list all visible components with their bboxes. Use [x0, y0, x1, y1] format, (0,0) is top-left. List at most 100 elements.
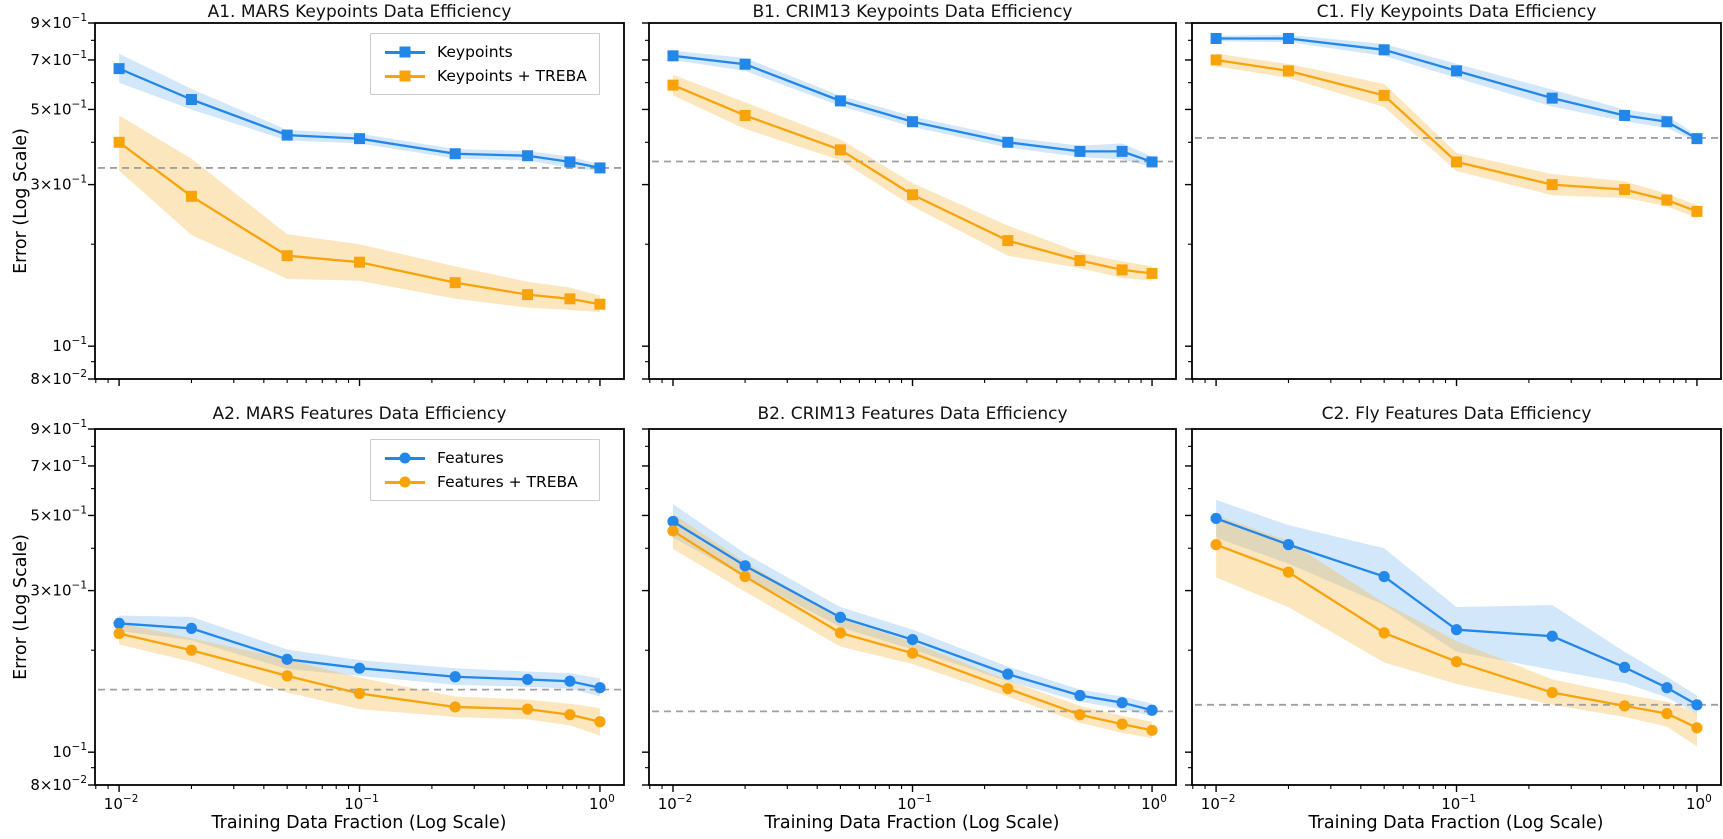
svg-text:9×10−1: 9×10−1 — [30, 12, 87, 32]
marker-square — [907, 116, 919, 128]
y-axis-label-row2: Error (Log Scale) — [11, 534, 31, 680]
marker-square — [594, 298, 606, 310]
marker-circle — [281, 653, 293, 665]
marker-square — [739, 109, 751, 121]
legend-keypoints: Keypoints Keypoints + TREBA — [370, 33, 600, 95]
marker-circle — [1074, 689, 1086, 702]
features-treba-line-marker-icon — [385, 475, 425, 489]
svg-text:10−2: 10−2 — [104, 793, 139, 813]
marker-circle — [185, 622, 198, 634]
axes: 10−2 10−1 100 — [1185, 428, 1722, 813]
marker-square — [834, 144, 846, 156]
legend-label: Keypoints + TREBA — [437, 67, 587, 85]
marker-circle — [281, 670, 293, 682]
chart-title-a2: A2. MARS Features Data Efficiency — [212, 404, 507, 424]
marker-circle — [1691, 722, 1703, 734]
marker-square — [449, 148, 461, 160]
series-features — [667, 515, 1158, 716]
svg-text:100: 100 — [1686, 793, 1712, 813]
marker-circle — [1618, 661, 1631, 673]
marker-square — [1691, 133, 1703, 145]
marker-circle — [1618, 700, 1631, 712]
marker-circle — [1450, 656, 1463, 668]
y-axis-label-row1: Error (Log Scale) — [11, 128, 31, 274]
keypoints-treba-line-marker-icon — [385, 69, 425, 83]
marker-square — [1661, 116, 1673, 128]
marker-square — [1116, 264, 1128, 276]
marker-square — [1378, 44, 1390, 56]
marker-circle — [1546, 630, 1558, 642]
chart-title-c2: C2. Fly Features Data Efficiency — [1321, 404, 1592, 424]
series-keypoints-treba — [667, 79, 1158, 279]
marker-circle — [1146, 704, 1158, 716]
marker-circle — [834, 611, 847, 624]
marker-square — [1619, 109, 1631, 121]
marker-circle — [1210, 512, 1222, 525]
marker-circle — [667, 515, 679, 528]
marker-circle — [1661, 707, 1673, 720]
marker-square — [1619, 184, 1631, 196]
marker-square — [1210, 54, 1222, 66]
series-features-treba — [113, 627, 606, 728]
chart-title-b2: B2. CRIM13 Features Data Efficiency — [757, 404, 1068, 424]
marker-square — [281, 250, 293, 262]
bands — [1216, 499, 1697, 747]
series-keypoints — [667, 50, 1158, 168]
series-line — [1215, 58, 1698, 213]
marker-square — [1378, 89, 1390, 101]
band-1 — [1216, 53, 1697, 219]
series-line — [672, 529, 1153, 732]
marker-circle — [521, 703, 534, 715]
marker-circle — [449, 671, 461, 683]
marker-square — [739, 58, 751, 70]
marker-square — [113, 63, 125, 75]
marker-square — [1282, 65, 1294, 77]
band-0 — [672, 504, 1153, 716]
marker-square — [907, 189, 919, 201]
svg-text:7×10−1: 7×10−1 — [30, 49, 87, 69]
svg-text:5×10−1: 5×10−1 — [30, 98, 87, 118]
legend-label: Features — [437, 449, 504, 467]
marker-circle — [113, 627, 125, 640]
band-1 — [672, 513, 1153, 739]
marker-circle — [1282, 566, 1295, 578]
marker-square — [1451, 65, 1463, 77]
marker-circle — [1002, 683, 1014, 695]
marker-square — [1210, 32, 1222, 44]
series-keypoints-treba — [113, 136, 606, 310]
marker-circle — [906, 633, 919, 646]
marker-square — [1074, 145, 1086, 157]
chart-title-c1: C1. Fly Keypoints Data Efficiency — [1316, 2, 1597, 22]
marker-circle — [113, 617, 125, 630]
svg-text:10−1: 10−1 — [52, 741, 87, 761]
series-line — [672, 520, 1153, 712]
legend-entry-features-treba: Features + TREBA — [385, 470, 599, 494]
marker-circle — [353, 662, 366, 674]
marker-square — [1282, 32, 1294, 44]
svg-text:7×10−1: 7×10−1 — [30, 455, 87, 475]
chart-title-b1: B1. CRIM13 Keypoints Data Efficiency — [752, 2, 1073, 22]
marker-square — [1146, 156, 1158, 168]
marker-circle — [667, 525, 679, 537]
series-keypoints-treba — [1210, 54, 1703, 217]
marker-circle — [449, 701, 461, 713]
marker-circle — [594, 682, 606, 694]
svg-text:10−1: 10−1 — [897, 793, 932, 813]
series-line — [672, 84, 1153, 275]
marker-square — [1451, 156, 1463, 168]
marker-square — [1116, 145, 1128, 157]
band-0 — [119, 615, 600, 697]
marker-circle — [834, 627, 847, 639]
keypoints-line-marker-icon — [385, 45, 425, 59]
series-keypoints — [113, 63, 606, 174]
legend-label: Features + TREBA — [437, 473, 578, 491]
bands — [672, 504, 1153, 739]
svg-text:5×10−1: 5×10−1 — [30, 504, 87, 524]
svg-text:8×10−2: 8×10−2 — [30, 368, 87, 388]
axes: 9×10−1 7×10−1 5×10−1 3×10−1 10−1 8×10−2 — [30, 12, 625, 388]
series-line — [672, 54, 1153, 164]
marker-square — [564, 293, 576, 305]
marker-square — [1546, 92, 1558, 104]
